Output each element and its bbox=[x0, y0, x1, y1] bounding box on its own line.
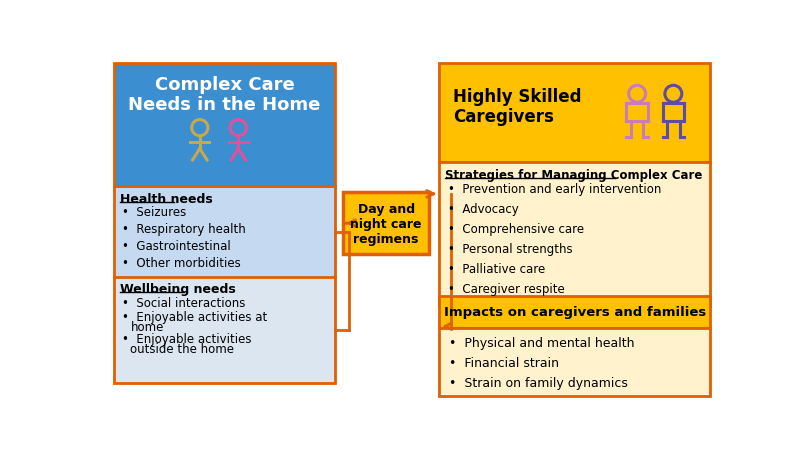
Text: Complex Care
Needs in the Home: Complex Care Needs in the Home bbox=[128, 76, 321, 114]
Text: home: home bbox=[130, 320, 164, 334]
Text: •  Other morbidities: • Other morbidities bbox=[122, 257, 241, 270]
FancyBboxPatch shape bbox=[439, 64, 710, 162]
FancyBboxPatch shape bbox=[114, 187, 335, 278]
Text: •  Palliative care: • Palliative care bbox=[448, 262, 545, 275]
Text: •  Strain on family dynamics: • Strain on family dynamics bbox=[450, 376, 628, 389]
FancyBboxPatch shape bbox=[114, 278, 335, 384]
Text: Strategies for Managing Complex Care: Strategies for Managing Complex Care bbox=[446, 168, 702, 181]
Text: Impacts on caregivers and families: Impacts on caregivers and families bbox=[444, 305, 706, 318]
Text: •  Financial strain: • Financial strain bbox=[450, 356, 559, 369]
Text: Highly Skilled
Caregivers: Highly Skilled Caregivers bbox=[453, 87, 582, 126]
Text: •  Advocacy: • Advocacy bbox=[448, 202, 518, 215]
FancyBboxPatch shape bbox=[439, 162, 710, 307]
FancyBboxPatch shape bbox=[114, 64, 335, 187]
Text: •  Gastrointestinal: • Gastrointestinal bbox=[122, 240, 230, 253]
Text: •  Enjoyable activities: • Enjoyable activities bbox=[122, 332, 251, 345]
Text: •  Seizures: • Seizures bbox=[122, 206, 186, 219]
Text: •  Physical and mental health: • Physical and mental health bbox=[450, 336, 634, 349]
Text: •  Social interactions: • Social interactions bbox=[122, 297, 246, 309]
FancyBboxPatch shape bbox=[343, 193, 430, 254]
FancyBboxPatch shape bbox=[439, 296, 710, 328]
Text: •  Enjoyable activities at: • Enjoyable activities at bbox=[122, 310, 267, 324]
Text: Health needs: Health needs bbox=[120, 192, 213, 205]
Text: Wellbeing needs: Wellbeing needs bbox=[120, 283, 235, 296]
Text: •  Prevention and early intervention: • Prevention and early intervention bbox=[448, 182, 661, 195]
Text: •  Caregiver respite: • Caregiver respite bbox=[448, 282, 565, 295]
Text: Day and
night care
regimens: Day and night care regimens bbox=[350, 202, 422, 245]
Text: •  Comprehensive care: • Comprehensive care bbox=[448, 222, 584, 235]
Text: •  Personal strengths: • Personal strengths bbox=[448, 242, 572, 255]
Text: •  Respiratory health: • Respiratory health bbox=[122, 223, 246, 236]
FancyBboxPatch shape bbox=[439, 328, 710, 396]
Text: outside the home: outside the home bbox=[130, 342, 234, 355]
